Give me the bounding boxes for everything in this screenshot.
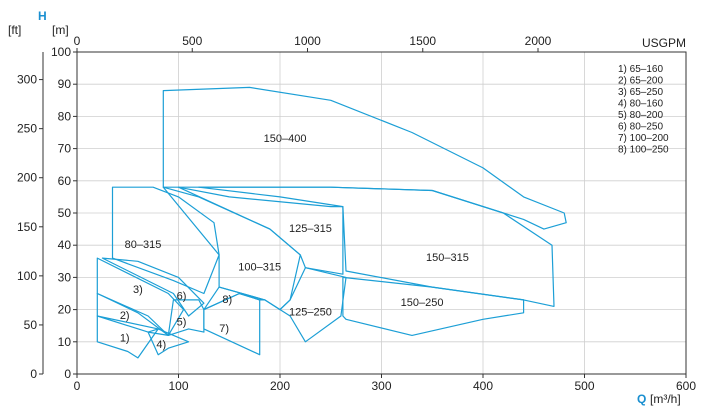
y-tick-label: 70 (58, 142, 72, 156)
region-outline (96, 315, 159, 359)
region-label: 4) (156, 339, 166, 351)
operating-region: 150–250 (342, 276, 525, 336)
x-tick-label: 500 (574, 379, 594, 393)
operating-region: 8) (203, 286, 266, 311)
region-outline (264, 267, 347, 343)
y-axis-unit: [m] (52, 23, 69, 37)
legend-item: 3) 65–250 (618, 87, 663, 98)
legend-item: 6) 80–250 (618, 122, 663, 133)
y-tick-label: 10 (58, 335, 72, 349)
operating-region: 125–250 (264, 267, 347, 343)
region-label: 150–315 (426, 252, 469, 264)
y-tick-label: 80 (58, 109, 72, 123)
region-label: 150–400 (264, 133, 307, 145)
y2-axis-ticks: 0 50 100 150 200 250 300 (17, 52, 44, 381)
region-outline (96, 257, 185, 336)
region-label: 8) (222, 294, 232, 306)
y-tick-label: 100 (51, 45, 71, 59)
y2-tick-label: 0 (30, 367, 37, 381)
legend-item: 7) 100–200 (618, 133, 669, 144)
region-label: 1) (120, 332, 130, 344)
y-tick-label: 0 (64, 367, 71, 381)
y-tick-label: 30 (58, 270, 72, 284)
x2-axis-unit: USGPM (642, 36, 686, 50)
x2-tick-label: 1000 (294, 34, 321, 48)
x-axis-ticks: 0 100 200 300 400 500 600 (74, 374, 696, 393)
y-tick-label: 60 (58, 174, 72, 188)
region-outline (177, 186, 344, 275)
x-tick-label: 400 (473, 379, 493, 393)
x-tick-label: 200 (270, 379, 290, 393)
x-tick-label: 300 (371, 379, 391, 393)
legend-item: 4) 80–160 (618, 99, 663, 110)
y2-tick-label: 200 (17, 171, 37, 185)
region-outline (101, 257, 205, 317)
operating-region: 6) (101, 257, 205, 317)
x-tick-label: 0 (74, 379, 81, 393)
legend-item: 5) 80–200 (618, 110, 663, 121)
y2-tick-label: 50 (24, 318, 38, 332)
y-tick-label: 90 (58, 77, 72, 91)
y2-tick-label: 250 (17, 122, 37, 136)
x-tick-label: 100 (168, 379, 188, 393)
region-label: 125–250 (289, 307, 332, 319)
operating-region: 150–315 (198, 186, 555, 307)
x-axis-letter: Q (637, 392, 646, 406)
operating-region: 5) (167, 299, 205, 336)
region-label: 5) (177, 316, 187, 328)
region-label: 80–315 (125, 239, 162, 251)
operating-region: 125–315 (177, 186, 344, 275)
region-label: 3) (133, 284, 143, 296)
operating-region: 1) (96, 315, 159, 359)
y2-tick-label: 300 (17, 73, 37, 87)
region-outline (147, 328, 190, 356)
operating-region: 4) (147, 328, 190, 356)
region-label: 7) (219, 323, 229, 335)
legend-item: 1) 65–160 (618, 64, 663, 75)
x2-axis-ticks: 0 500 1000 1500 2000 (74, 34, 552, 52)
region-outline (167, 299, 205, 336)
region-label: 150–250 (401, 297, 444, 309)
operating-region: 3) (96, 257, 185, 336)
y2-tick-label: 150 (17, 220, 37, 234)
region-outline (203, 286, 266, 311)
region-label: 125–315 (289, 223, 332, 235)
legend-item: 8) 100–250 (618, 145, 669, 156)
operating-region: 2) (96, 292, 169, 336)
x-tick-label: 600 (676, 379, 696, 393)
x-axis-unit: [m³/h] (650, 392, 681, 406)
y2-tick-label: 100 (17, 269, 37, 283)
x2-tick-label: 0 (74, 34, 81, 48)
region-outline (342, 276, 525, 336)
x2-tick-label: 2000 (525, 34, 552, 48)
x-axis-title: Q [m³/h] (637, 392, 681, 406)
y-tick-label: 20 (58, 303, 72, 317)
y-axis-ticks: 0 10 20 30 40 50 60 70 80 90 100 (51, 45, 77, 381)
region-outline (198, 186, 555, 307)
legend-item: 2) 65–200 (618, 76, 663, 87)
region-outline (96, 292, 169, 336)
region-label: 2) (120, 310, 130, 322)
y-axis-letter: H (38, 9, 47, 23)
region-label: 6) (177, 291, 187, 303)
grid-lines (77, 52, 686, 374)
x2-tick-label: 500 (182, 34, 202, 48)
y2-axis-unit: [ft] (8, 23, 21, 37)
region-label: 100–315 (238, 262, 281, 274)
operating-regions: 1) 2) 3) 4) 5) 6) 7) 8) 80–315 100–315 125–315 125–… (96, 86, 567, 359)
y-tick-label: 50 (58, 206, 72, 220)
y-tick-label: 40 (58, 238, 72, 252)
x2-tick-label: 1500 (409, 34, 436, 48)
